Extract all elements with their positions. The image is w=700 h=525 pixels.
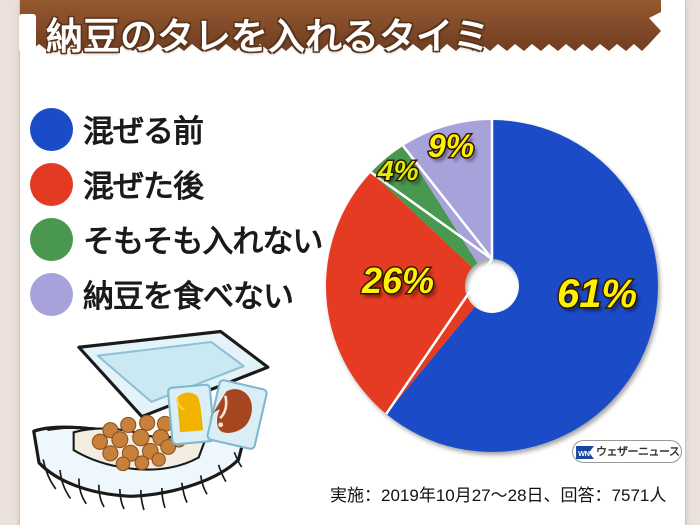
svg-text:WN: WN: [578, 448, 589, 457]
